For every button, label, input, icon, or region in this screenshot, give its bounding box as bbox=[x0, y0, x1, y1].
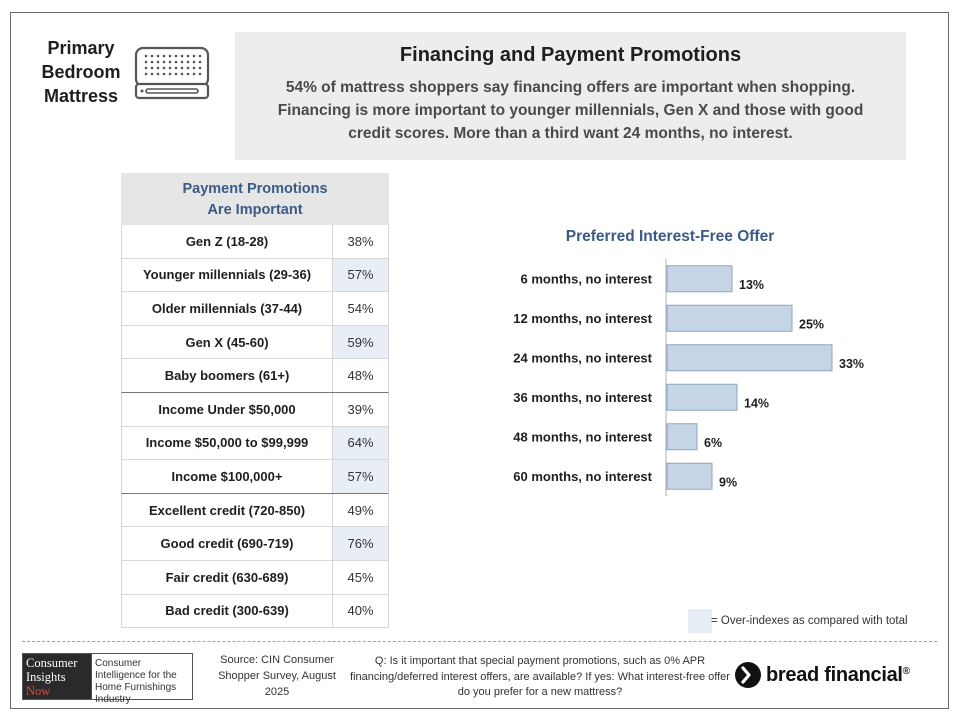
header-box: Financing and Payment Promotions 54% of … bbox=[235, 32, 906, 160]
row-label: Excellent credit (720-850) bbox=[122, 493, 333, 527]
row-value: 59% bbox=[333, 325, 388, 359]
promotions-table: Payment Promotions Are Important Gen Z (… bbox=[121, 173, 389, 629]
bar bbox=[666, 344, 833, 372]
cin-logo-mark: Consumer Insights Now bbox=[23, 654, 91, 699]
category-label: Primary Bedroom Mattress bbox=[36, 36, 126, 108]
cin-logo-tagline: Consumer Intelligence for the Home Furni… bbox=[91, 654, 192, 705]
row-value: 45% bbox=[347, 569, 374, 585]
table-row: Income Under $50,000 39% bbox=[121, 392, 389, 427]
row-label: Baby boomers (61+) bbox=[122, 359, 333, 392]
table-row: Good credit (690-719) 76% bbox=[121, 527, 389, 561]
table-row: Fair credit (630-689) 45% bbox=[121, 560, 389, 595]
table-header: Payment Promotions Are Important bbox=[121, 173, 389, 225]
row-label: Fair credit (630-689) bbox=[122, 560, 333, 594]
value-label: 6% bbox=[704, 436, 722, 450]
interest-free-offer-chart: 6 months, no interest 13% 12 months, no in… bbox=[513, 259, 864, 496]
bar bbox=[666, 383, 738, 411]
bar bbox=[666, 265, 733, 293]
table-row: Gen Z (18-28) 38% bbox=[121, 225, 389, 259]
row-label: Older millennials (37-44) bbox=[122, 292, 333, 325]
row-value: 57% bbox=[333, 460, 388, 493]
row-value: 54% bbox=[347, 300, 374, 316]
value-label: 33% bbox=[839, 357, 864, 371]
row-value: 38% bbox=[347, 233, 374, 249]
row-value: 48% bbox=[347, 368, 374, 384]
table-row: Gen X (45-60) 59% bbox=[121, 325, 389, 360]
value-label: 9% bbox=[719, 475, 737, 489]
cin-logo-line-1: Consumer bbox=[26, 656, 78, 670]
row-label: Income $100,000+ bbox=[122, 460, 333, 493]
cin-logo-line-3: Now bbox=[26, 684, 51, 698]
row-label: Gen Z (18-28) bbox=[122, 225, 333, 258]
row-value: 76% bbox=[333, 527, 388, 560]
category-label: 60 months, no interest bbox=[513, 469, 652, 484]
row-label: Gen X (45-60) bbox=[122, 325, 333, 359]
footer-divider bbox=[22, 641, 937, 642]
row-label: Income Under $50,000 bbox=[122, 392, 333, 426]
row-value: 57% bbox=[333, 258, 388, 292]
chart-title: Preferred Interest-Free Offer bbox=[565, 228, 775, 245]
mattress-icon bbox=[134, 46, 210, 100]
category-line-2: Bedroom bbox=[41, 62, 121, 82]
bread-logo-icon bbox=[735, 662, 761, 688]
value-label: 14% bbox=[744, 396, 769, 410]
row-value: 64% bbox=[333, 426, 388, 460]
source-note: Source: CIN Consumer Shopper Survey, Aug… bbox=[218, 654, 336, 698]
category-label: 48 months, no interest bbox=[513, 429, 652, 444]
legend: = Over-indexes as compared with total bbox=[688, 609, 908, 633]
category-label: 36 months, no interest bbox=[513, 390, 652, 405]
header-title: Financing and Payment Promotions bbox=[399, 44, 742, 66]
row-label: Bad credit (300-639) bbox=[122, 594, 333, 628]
table-row: Older millennials (37-44) 54% bbox=[121, 292, 389, 326]
row-value: 49% bbox=[347, 502, 374, 518]
category-line-3: Mattress bbox=[43, 86, 119, 106]
row-value: 40% bbox=[347, 603, 374, 619]
bar bbox=[666, 462, 713, 490]
brand-name: bread financial bbox=[766, 663, 903, 686]
survey-question: Q: Is it important that special payment … bbox=[350, 655, 730, 698]
row-label: Younger millennials (29-36) bbox=[122, 258, 333, 292]
table-row: Younger millennials (29-36) 57% bbox=[121, 258, 389, 293]
cin-logo-line-2: Insights bbox=[26, 670, 66, 684]
legend-text: = Over-indexes as compared with total bbox=[711, 615, 908, 627]
value-label: 13% bbox=[739, 278, 764, 292]
legend-swatch bbox=[688, 609, 712, 633]
table-row: Income $50,000 to $99,999 64% bbox=[121, 426, 389, 461]
table-row: Baby boomers (61+) 48% bbox=[121, 359, 389, 393]
row-label: Income $50,000 to $99,999 bbox=[122, 426, 333, 460]
cin-logo: Consumer Insights Now Consumer Intellige… bbox=[22, 653, 193, 705]
row-value: 39% bbox=[347, 401, 374, 417]
table-title-line-2: Are Important bbox=[207, 202, 303, 218]
table-row: Income $100,000+ 57% bbox=[121, 460, 389, 494]
table-row: Bad credit (300-639) 40% bbox=[121, 594, 389, 629]
header-summary: 54% of mattress shoppers say financing o… bbox=[277, 79, 864, 142]
table-title-line-1: Payment Promotions bbox=[182, 181, 328, 197]
bar bbox=[666, 304, 793, 332]
category-line-1: Primary bbox=[47, 38, 115, 58]
category-label: 6 months, no interest bbox=[521, 271, 653, 286]
bread-financial-logo: bread financial ® bbox=[735, 662, 910, 688]
slide-frame bbox=[10, 12, 949, 709]
table-row: Excellent credit (720-850) 49% bbox=[121, 493, 389, 528]
bar bbox=[666, 423, 698, 451]
category-label: 12 months, no interest bbox=[513, 311, 652, 326]
category-label: 24 months, no interest bbox=[513, 350, 652, 365]
value-label: 25% bbox=[799, 317, 824, 331]
row-label: Good credit (690-719) bbox=[122, 527, 333, 560]
brand-suffix: ® bbox=[902, 665, 911, 677]
